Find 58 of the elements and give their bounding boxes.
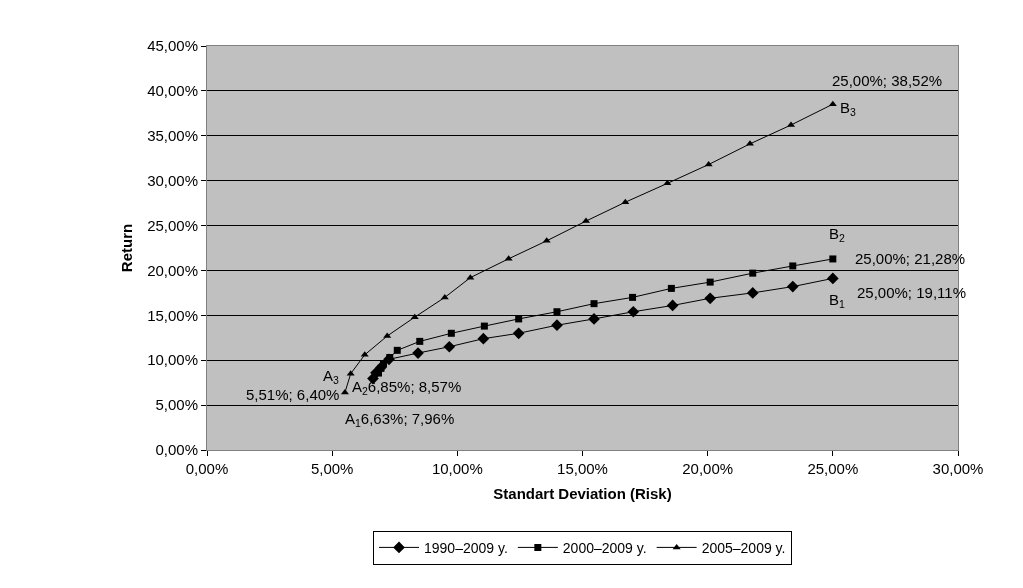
y-tick-label: 0,00% bbox=[155, 441, 198, 459]
point bbox=[553, 308, 561, 316]
legend-label: 2005–2009 y. bbox=[701, 539, 786, 556]
x-tick-label: 10,00% bbox=[431, 460, 483, 477]
point bbox=[416, 337, 424, 345]
annotation: A$_{3}$ bbox=[323, 367, 340, 387]
point bbox=[663, 179, 672, 186]
x-tick-label: 0,00% bbox=[185, 460, 229, 477]
annotation: B$_{1}$ bbox=[829, 291, 846, 311]
annotation: B$_{3}$ bbox=[840, 99, 857, 119]
y-tick-label: 35,00% bbox=[147, 127, 198, 145]
x-axis-title: Standart Deviation (Risk) bbox=[493, 485, 672, 502]
x-tick-label: 30,00% bbox=[932, 460, 984, 477]
point bbox=[789, 262, 797, 270]
point bbox=[704, 292, 717, 305]
x-tick-label: 25,00% bbox=[807, 460, 859, 477]
y-tick-label: 30,00% bbox=[147, 171, 198, 189]
x-tick-label: 5,00% bbox=[310, 460, 354, 477]
annotation: A$_{1}$6,63%; 7,96% bbox=[345, 410, 455, 430]
point bbox=[590, 300, 598, 308]
y-tick-label: 15,00% bbox=[147, 306, 198, 324]
y-tick-label: 5,00% bbox=[155, 396, 198, 414]
point bbox=[515, 315, 523, 323]
y-axis-title: Return bbox=[118, 223, 136, 273]
point bbox=[440, 293, 449, 300]
annotation: A$_{2}$6,85%; 8,57% bbox=[352, 378, 462, 398]
point bbox=[477, 332, 490, 345]
point bbox=[627, 305, 640, 318]
point bbox=[829, 255, 837, 263]
annotation: B$_{2}$ bbox=[829, 225, 846, 245]
y-tick-label: 40,00% bbox=[147, 82, 198, 100]
point bbox=[512, 327, 525, 340]
y-tick-label: 10,00% bbox=[147, 351, 198, 369]
point bbox=[443, 340, 456, 353]
y-tick-label: 25,00% bbox=[147, 216, 198, 234]
annotation: 25,00%; 19,11% bbox=[857, 284, 966, 301]
annotation: 25,00%; 21,28% bbox=[855, 250, 966, 267]
point bbox=[629, 293, 637, 301]
point bbox=[551, 319, 563, 332]
x-tick-label: 15,00% bbox=[557, 460, 608, 477]
point bbox=[746, 287, 759, 299]
point bbox=[786, 280, 799, 293]
point bbox=[480, 322, 488, 330]
y-tick-label: 45,00% bbox=[147, 37, 198, 55]
point bbox=[667, 284, 675, 292]
legend-label: 2000–2009 y. bbox=[562, 539, 647, 556]
point bbox=[447, 329, 455, 337]
point bbox=[706, 278, 714, 286]
x-tick-label: 20,00% bbox=[682, 460, 734, 477]
point bbox=[393, 346, 401, 354]
annotation: 25,00%; 38,52% bbox=[832, 72, 943, 89]
point bbox=[379, 360, 387, 368]
legend-label: 1990–2009 y. bbox=[424, 539, 508, 556]
point bbox=[826, 272, 839, 285]
point bbox=[749, 269, 757, 277]
point bbox=[666, 299, 679, 312]
y-tick-label: 20,00% bbox=[147, 261, 198, 279]
annotation: 5,51%; 6,40% bbox=[246, 386, 340, 403]
